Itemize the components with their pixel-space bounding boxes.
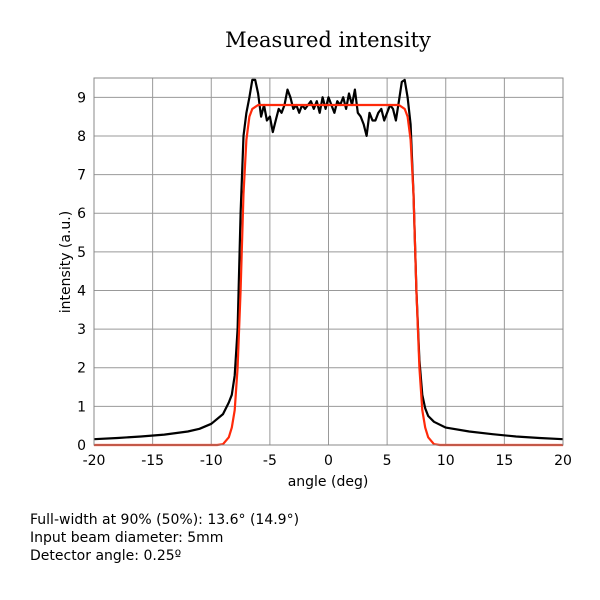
y-tick-label: 9: [77, 90, 86, 106]
x-tick-label: 5: [383, 453, 392, 469]
series-fit-line: [94, 103, 563, 447]
chart-title: Measured intensity: [225, 28, 431, 52]
x-tick-label: -5: [263, 453, 277, 469]
tick-labels: -20 -15 -10 -5 0 5 10 15 20 0 1 2 3 4 5 6 7 8 9: [77, 90, 572, 469]
y-tick-label: 2: [77, 361, 86, 377]
y-tick-label: 4: [77, 283, 86, 299]
y-tick-label: 6: [77, 206, 86, 222]
x-tick-label: 10: [437, 453, 455, 469]
x-tick-label: 20: [554, 453, 572, 469]
y-tick-label: 1: [77, 399, 86, 415]
note-beam-diameter: Input beam diameter: 5mm: [30, 530, 224, 546]
y-tick-label: 7: [77, 168, 86, 184]
note-full-width: Full-width at 90% (50%): 13.6° (14.9°): [30, 512, 300, 528]
x-axis-label: angle (deg): [288, 474, 369, 490]
x-tick-label: 15: [495, 453, 513, 469]
x-tick-label: -10: [200, 453, 223, 469]
x-tick-label: -15: [141, 453, 164, 469]
series-measured-line: [93, 78, 564, 441]
annotation-notes: Full-width at 90% (50%): 13.6° (14.9°) I…: [30, 511, 299, 565]
y-tick-label: 0: [77, 438, 86, 454]
note-detector-angle: Detector angle: 0.25º: [30, 548, 182, 564]
x-tick-label: 0: [324, 453, 333, 469]
plot-frame: [93, 77, 564, 446]
y-tick-label: 3: [77, 322, 86, 338]
grid: [93, 78, 564, 446]
series-lines: [93, 78, 564, 447]
y-axis-label: intensity (a.u.): [58, 211, 74, 313]
y-tick-label: 5: [77, 245, 86, 261]
y-tick-label: 8: [77, 129, 86, 145]
x-tick-label: -20: [83, 453, 106, 469]
